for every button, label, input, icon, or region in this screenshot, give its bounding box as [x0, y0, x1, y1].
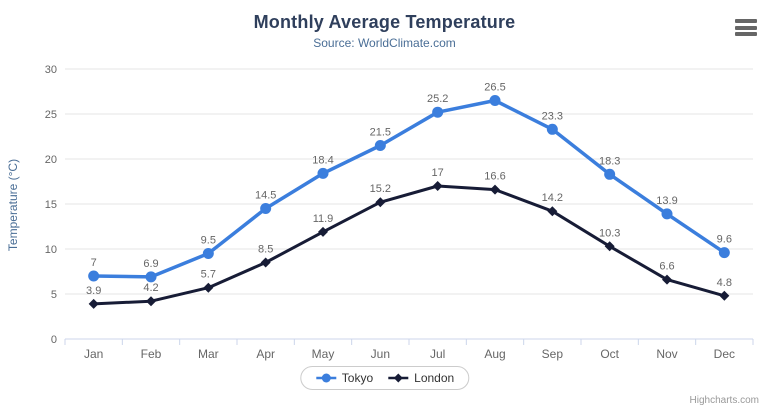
svg-text:Aug: Aug [484, 347, 505, 361]
svg-text:16.6: 16.6 [484, 171, 505, 183]
svg-text:23.3: 23.3 [542, 110, 563, 122]
svg-text:21.5: 21.5 [370, 127, 391, 139]
svg-text:Nov: Nov [656, 347, 677, 361]
highcharts-credit[interactable]: Highcharts.com [689, 395, 759, 406]
svg-text:Jul: Jul [430, 347, 445, 361]
svg-text:5.7: 5.7 [201, 269, 216, 281]
svg-text:Sep: Sep [542, 347, 564, 361]
chart-title: Monthly Average Temperature [253, 12, 516, 32]
svg-text:25.2: 25.2 [427, 93, 448, 105]
svg-text:6.9: 6.9 [143, 258, 158, 270]
svg-text:8.5: 8.5 [258, 244, 273, 256]
svg-text:7: 7 [91, 257, 97, 269]
svg-text:May: May [312, 347, 335, 361]
svg-text:26.5: 26.5 [484, 82, 505, 94]
svg-text:Mar: Mar [198, 347, 219, 361]
svg-text:Jan: Jan [84, 347, 103, 361]
hamburger-bar [735, 25, 757, 30]
legend-item-london[interactable]: London [387, 371, 454, 385]
legend-item-tokyo[interactable]: Tokyo [315, 371, 373, 385]
svg-text:15: 15 [45, 199, 57, 211]
svg-text:14.2: 14.2 [542, 192, 563, 204]
hamburger-menu-icon[interactable] [735, 19, 757, 36]
svg-text:6.6: 6.6 [659, 261, 674, 273]
svg-text:4.2: 4.2 [143, 282, 158, 294]
svg-text:30: 30 [45, 64, 57, 76]
svg-text:0: 0 [51, 334, 57, 346]
chart-subtitle: Source: WorldClimate.com [313, 36, 456, 50]
svg-text:Dec: Dec [714, 347, 735, 361]
legend: Tokyo London [299, 366, 470, 390]
svg-text:10.3: 10.3 [599, 227, 620, 239]
svg-text:11.9: 11.9 [313, 213, 334, 225]
svg-text:13.9: 13.9 [656, 195, 677, 207]
hamburger-bar [735, 19, 757, 23]
svg-text:Apr: Apr [256, 347, 275, 361]
svg-text:4.8: 4.8 [717, 277, 732, 289]
svg-text:18.3: 18.3 [599, 155, 620, 167]
svg-text:3.9: 3.9 [86, 285, 101, 297]
svg-text:Jun: Jun [371, 347, 390, 361]
legend-marker-icon [388, 373, 409, 383]
svg-text:5: 5 [51, 289, 57, 301]
svg-text:15.2: 15.2 [370, 183, 391, 195]
svg-text:18.4: 18.4 [312, 154, 333, 166]
svg-text:17: 17 [432, 167, 444, 179]
svg-text:20: 20 [45, 154, 57, 166]
svg-text:9.6: 9.6 [717, 234, 732, 246]
svg-text:25: 25 [45, 109, 57, 121]
svg-text:10: 10 [45, 244, 57, 256]
svg-text:Feb: Feb [141, 347, 162, 361]
svg-text:14.5: 14.5 [255, 190, 276, 202]
legend-label: London [414, 371, 455, 385]
svg-text:Oct: Oct [600, 347, 619, 361]
svg-text:9.5: 9.5 [201, 235, 216, 247]
hamburger-bar [735, 32, 757, 36]
legend-marker-icon [315, 373, 336, 383]
legend-label: Tokyo [341, 371, 374, 385]
